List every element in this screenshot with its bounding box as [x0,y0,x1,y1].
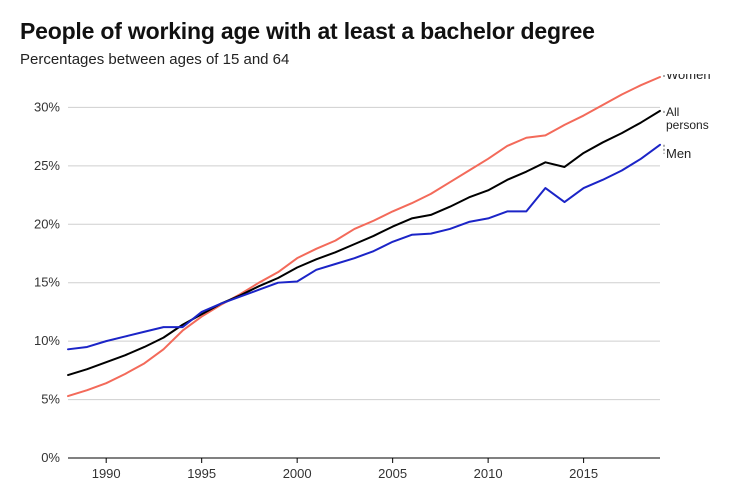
x-axis-label: 2000 [283,466,312,481]
y-axis-label: 25% [34,158,60,173]
y-axis-label: 15% [34,275,60,290]
chart-svg: 0% 5% 10% 15% 20% 25% 30% 1990 1995 2000 2005 2010 2… [20,74,734,494]
y-axis-label: 0% [41,450,60,465]
series-label-women: Women [666,74,711,82]
series-all [68,111,660,375]
series-men [68,145,660,350]
x-axis-label: 2015 [569,466,598,481]
y-axis-label: 5% [41,392,60,407]
chart-title: People of working age with at least a ba… [20,18,734,45]
line-chart: 0% 5% 10% 15% 20% 25% 30% 1990 1995 2000 2005 2010 2… [20,74,734,494]
series-women [68,77,660,396]
x-axis-label: 1995 [187,466,216,481]
chart-subtitle: Percentages between ages of 15 and 64 [20,51,734,68]
x-axis-label: 2010 [474,466,503,481]
series-label-men: Men [666,146,691,161]
y-axis-label: 10% [34,333,60,348]
x-axis-label: 2005 [378,466,407,481]
y-axis-label: 20% [34,216,60,231]
x-axis-label: 1990 [92,466,121,481]
series-label-all: Allpersons [666,105,709,132]
y-axis-label: 30% [34,99,60,114]
